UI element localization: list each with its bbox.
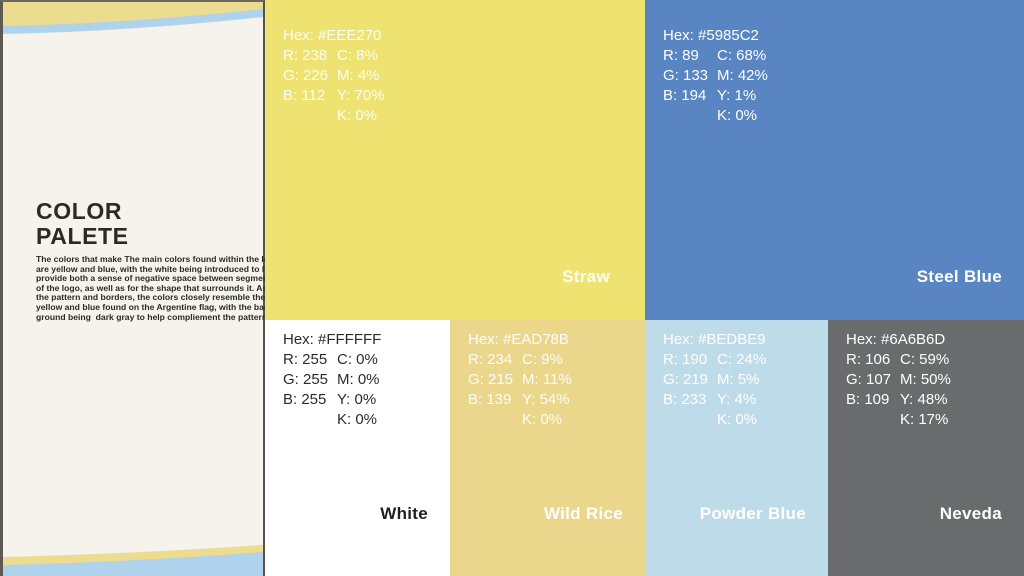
rgb-b: B: 109	[846, 391, 890, 408]
cmyk-m: M: 0%	[337, 371, 380, 388]
page-title: COLOR PALETE	[36, 199, 129, 249]
swatch-name: Straw	[562, 267, 610, 286]
rgb-r: R: 255	[283, 351, 328, 368]
hex-value: Hex: #6A6B6D	[846, 331, 946, 348]
top-wave-decoration	[3, 2, 263, 34]
swatch-steel-blue: Hex: #5985C2 R: 89 C: 68% G: 133 M: 42% B:…	[645, 0, 1024, 320]
rgb-r: R: 106	[846, 351, 891, 368]
bottom-wave-decoration	[3, 545, 263, 576]
cmyk-y: Y: 48%	[900, 391, 948, 408]
rgb-r: R: 89	[663, 47, 699, 64]
cmyk-k: K: 17%	[900, 411, 949, 428]
cmyk-m: M: 4%	[337, 67, 380, 84]
rgb-b: B: 255	[283, 391, 327, 408]
swatch-name: Powder Blue	[699, 504, 806, 523]
cmyk-m: M: 50%	[900, 371, 951, 388]
swatch-name: Neveda	[939, 504, 1002, 523]
swatch-straw: Hex: #EEE270 R: 238 C: 8% G: 226 M: 4% B: …	[265, 0, 645, 320]
cmyk-y: Y: 4%	[717, 391, 757, 408]
cmyk-k: K: 0%	[337, 411, 378, 428]
rgb-g: G: 107	[846, 371, 892, 388]
color-info: Hex: #FFFFFF R: 255 C: 0% G: 255 M: 0% B: …	[283, 330, 381, 430]
swatch-name: Wild Rice	[543, 504, 623, 523]
cmyk-k: K: 0%	[337, 107, 378, 124]
swatch-wild-rice: Hex: #EAD78B R: 234 C: 9% G: 215 M: 11% B:…	[450, 320, 645, 576]
cmyk-y: Y: 54%	[522, 391, 570, 408]
hex-value: Hex: #EEE270	[283, 27, 382, 44]
cmyk-k: K: 0%	[717, 411, 758, 428]
swatch-white: Hex: #FFFFFF R: 255 C: 0% G: 255 M: 0% B: …	[265, 320, 450, 576]
rgb-r: R: 190	[663, 351, 708, 368]
sidebar: COLOR PALETE The colors that make The ma…	[0, 0, 281, 576]
rgb-b: B: 139	[468, 391, 512, 408]
cmyk-k: K: 0%	[522, 411, 563, 428]
cmyk-y: Y: 70%	[337, 87, 385, 104]
cmyk-m: M: 42%	[717, 67, 768, 84]
rgb-g: G: 226	[283, 67, 329, 84]
cmyk-m: M: 5%	[717, 371, 760, 388]
rgb-r: R: 234	[468, 351, 513, 368]
palette-description: The colors that make The main colors fou…	[36, 254, 281, 322]
cmyk-c: C: 24%	[717, 351, 767, 368]
rgb-b: B: 194	[663, 87, 707, 104]
cmyk-c: C: 8%	[337, 47, 378, 64]
rgb-r: R: 238	[283, 47, 328, 64]
cmyk-c: C: 59%	[900, 351, 950, 368]
rgb-b: B: 112	[283, 87, 326, 104]
rgb-g: G: 215	[468, 371, 514, 388]
color-info: Hex: #5985C2 R: 89 C: 68% G: 133 M: 42% B:…	[663, 26, 768, 126]
hex-value: Hex: #EAD78B	[468, 331, 569, 348]
hex-value: Hex: #5985C2	[663, 27, 759, 44]
cmyk-y: Y: 0%	[337, 391, 377, 408]
cmyk-c: C: 68%	[717, 47, 767, 64]
cmyk-k: K: 0%	[717, 107, 758, 124]
swatch-neveda: Hex: #6A6B6D R: 106 C: 59% G: 107 M: 50% B…	[828, 320, 1024, 576]
rgb-g: G: 133	[663, 67, 709, 84]
color-info: Hex: #EEE270 R: 238 C: 8% G: 226 M: 4% B: …	[283, 26, 385, 126]
color-info: Hex: #6A6B6D R: 106 C: 59% G: 107 M: 50% B…	[846, 330, 951, 430]
swatch-name: White	[380, 504, 428, 523]
page-title-line2: PALETE	[36, 223, 129, 249]
rgb-g: G: 255	[283, 371, 329, 388]
rgb-b: B: 233	[663, 391, 707, 408]
hex-value: Hex: #FFFFFF	[283, 331, 382, 348]
hex-value: Hex: #BEDBE9	[663, 331, 766, 348]
cmyk-m: M: 11%	[522, 371, 572, 388]
cmyk-c: C: 9%	[522, 351, 563, 368]
rgb-g: G: 219	[663, 371, 709, 388]
cmyk-y: Y: 1%	[717, 87, 757, 104]
swatch-powder-blue: Hex: #BEDBE9 R: 190 C: 24% G: 219 M: 5% B:…	[645, 320, 828, 576]
page-title-line1: COLOR	[36, 198, 123, 224]
cmyk-c: C: 0%	[337, 351, 378, 368]
color-info: Hex: #BEDBE9 R: 190 C: 24% G: 219 M: 5% B:…	[663, 330, 766, 430]
color-info: Hex: #EAD78B R: 234 C: 9% G: 215 M: 11% B:…	[468, 330, 572, 430]
swatch-name: Steel Blue	[916, 267, 1002, 286]
